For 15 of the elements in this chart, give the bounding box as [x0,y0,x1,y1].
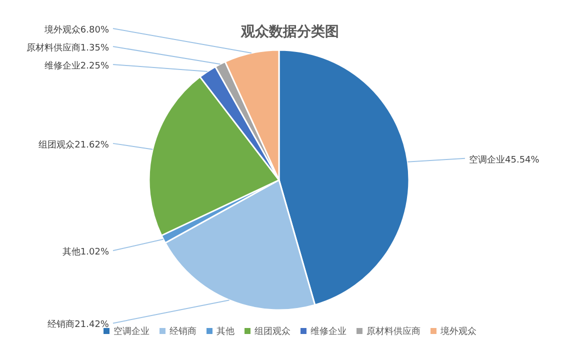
category-label: 经销商21.42% [48,320,109,330]
category-label: 组团观众21.62% [38,140,109,150]
legend-label: 空调企业 [114,326,150,337]
legend-label: 维修企业 [310,326,346,337]
legend-label: 原材料供应商 [366,326,420,337]
category-label: 其他1.02% [62,248,109,258]
legend-label: 其他 [216,326,234,337]
category-label: 空调企业45.54% [469,155,540,166]
category-label: 原材料供应商1.35% [26,44,109,54]
category-label: 境外观众6.80% [44,26,109,36]
category-label: 维修企业2.25% [44,62,109,72]
chart-title: 观众数据分类图 [240,24,339,40]
legend-label: 组团观众 [254,326,290,337]
legend-label: 境外观众 [440,326,476,337]
legend-label: 经销商 [170,326,196,337]
